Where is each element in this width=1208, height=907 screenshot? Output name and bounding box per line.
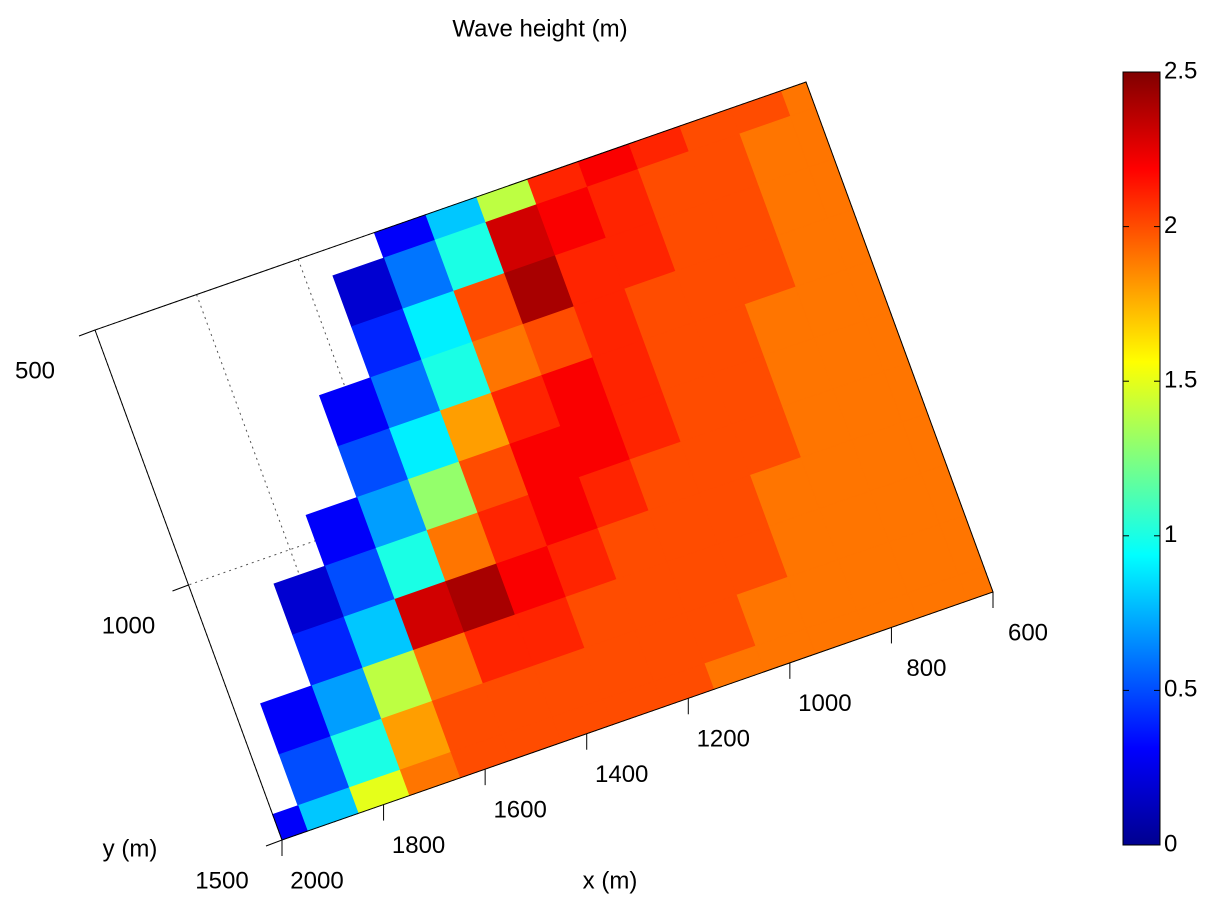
x-axis-label: x (m) [583,867,638,894]
colorbar-tick-label: 1 [1164,521,1177,548]
x-tick-label: 800 [906,655,946,682]
colorbar-tick-label: 0.5 [1164,676,1197,703]
colorbar-tick-label: 0 [1164,830,1177,857]
colorbar-tick-label: 1.5 [1164,367,1197,394]
colorbar-tick-label: 2.5 [1164,57,1197,84]
colorbar-ticks: 0 0.5 1 1.5 2 2.5 [1123,57,1197,857]
chart-title: Wave height (m) [452,15,627,42]
x-tick-label: 1400 [595,761,648,788]
x-tick-label: 1200 [697,726,750,753]
colorbar-tick-label: 2 [1164,212,1177,239]
y-tick [172,584,189,592]
x-tick-label: 1600 [493,796,546,823]
x-tick-label: 1000 [798,690,851,717]
x-tick-label: 600 [1008,619,1048,646]
colorbar [1122,71,1161,846]
x-tick-label: 1800 [392,832,445,859]
x-tick-label: 2000 [290,867,343,894]
grid-line [196,294,385,805]
y-tick [265,839,283,847]
y-tick-label: 1000 [102,612,155,639]
axes: 600 800 1000 1200 1400 1600 1800 2000 500 1000 150… [15,81,1048,894]
y-axis-label: y (m) [103,835,158,862]
y-tick-label: 1500 [195,867,248,894]
surface [260,81,994,841]
y-tick-label: 500 [15,357,55,384]
y-tick [78,329,96,337]
